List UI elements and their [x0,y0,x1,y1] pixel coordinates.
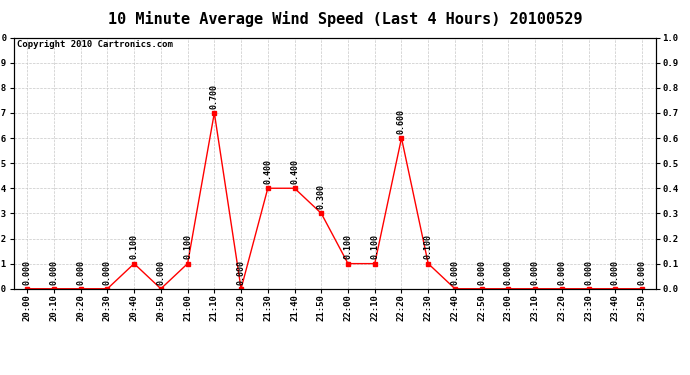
Text: 0.000: 0.000 [237,260,246,285]
Text: 0.000: 0.000 [638,260,647,285]
Text: 0.000: 0.000 [504,260,513,285]
Text: 0.600: 0.600 [397,109,406,134]
Text: 0.000: 0.000 [157,260,166,285]
Text: 0.100: 0.100 [130,234,139,260]
Text: 0.000: 0.000 [584,260,593,285]
Text: 0.100: 0.100 [371,234,380,260]
Text: 0.000: 0.000 [103,260,112,285]
Text: 0.000: 0.000 [477,260,486,285]
Text: 0.100: 0.100 [344,234,353,260]
Text: 0.400: 0.400 [264,159,273,184]
Text: 0.000: 0.000 [23,260,32,285]
Text: 0.000: 0.000 [76,260,85,285]
Text: 0.000: 0.000 [611,260,620,285]
Text: 0.000: 0.000 [451,260,460,285]
Text: 0.000: 0.000 [558,260,566,285]
Text: 0.000: 0.000 [50,260,59,285]
Text: 0.100: 0.100 [424,234,433,260]
Text: Copyright 2010 Cartronics.com: Copyright 2010 Cartronics.com [17,40,173,49]
Text: 0.100: 0.100 [183,234,192,260]
Text: 0.300: 0.300 [317,184,326,209]
Text: 0.700: 0.700 [210,84,219,109]
Text: 0.400: 0.400 [290,159,299,184]
Text: 0.000: 0.000 [531,260,540,285]
Text: 10 Minute Average Wind Speed (Last 4 Hours) 20100529: 10 Minute Average Wind Speed (Last 4 Hou… [108,11,582,27]
